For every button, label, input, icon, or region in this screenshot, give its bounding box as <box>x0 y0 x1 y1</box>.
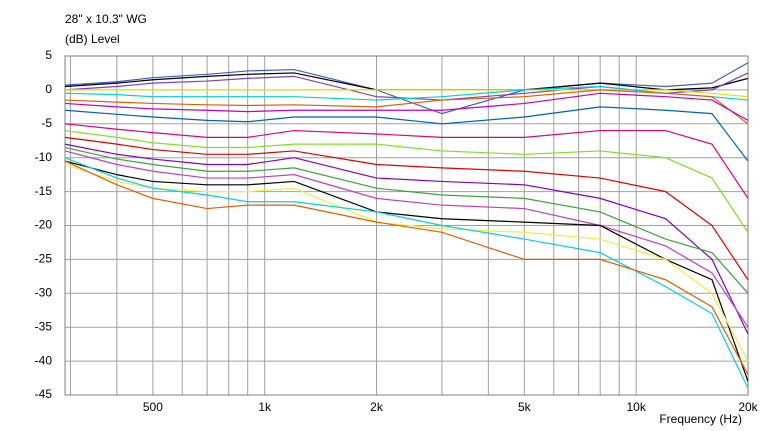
response-curve <box>64 150 749 328</box>
response-curve <box>64 157 749 389</box>
response-curve <box>64 123 749 199</box>
x-tick-label: 2k <box>370 400 384 414</box>
response-curve <box>64 89 749 125</box>
plot-frame <box>64 55 749 396</box>
y-tick-label: -10 <box>35 150 53 164</box>
y-tick-label: -40 <box>35 353 53 367</box>
response-curve <box>64 106 749 162</box>
y-tick-label: -35 <box>35 319 53 333</box>
x-tick-label: 5k <box>518 400 532 414</box>
response-curve <box>64 143 749 335</box>
response-curve <box>64 136 749 281</box>
y-tick-label: 0 <box>45 82 52 96</box>
response-curve <box>64 92 749 121</box>
chart-title: 28" x 10.3" WG <box>65 12 147 26</box>
x-tick-label: 500 <box>143 400 163 414</box>
y-axis-label: (dB) Level <box>65 32 120 46</box>
y-tick-label: -20 <box>35 218 53 232</box>
x-tick-label: 20k <box>738 400 758 414</box>
y-tick-label: 5 <box>45 48 52 62</box>
x-tick-label: 10k <box>626 400 646 414</box>
x-tick-label: 1k <box>258 400 272 414</box>
y-tick-label: -30 <box>35 285 53 299</box>
response-curve <box>65 89 749 98</box>
y-tick-label: -15 <box>35 184 53 198</box>
y-tick-label: -5 <box>41 116 52 130</box>
y-tick-label: -45 <box>35 387 53 401</box>
response-curve <box>64 146 749 294</box>
response-curve <box>64 160 749 375</box>
y-tick-label: -25 <box>35 252 53 266</box>
response-curve <box>64 129 749 233</box>
x-axis-label: Frequency (Hz) <box>659 412 742 426</box>
